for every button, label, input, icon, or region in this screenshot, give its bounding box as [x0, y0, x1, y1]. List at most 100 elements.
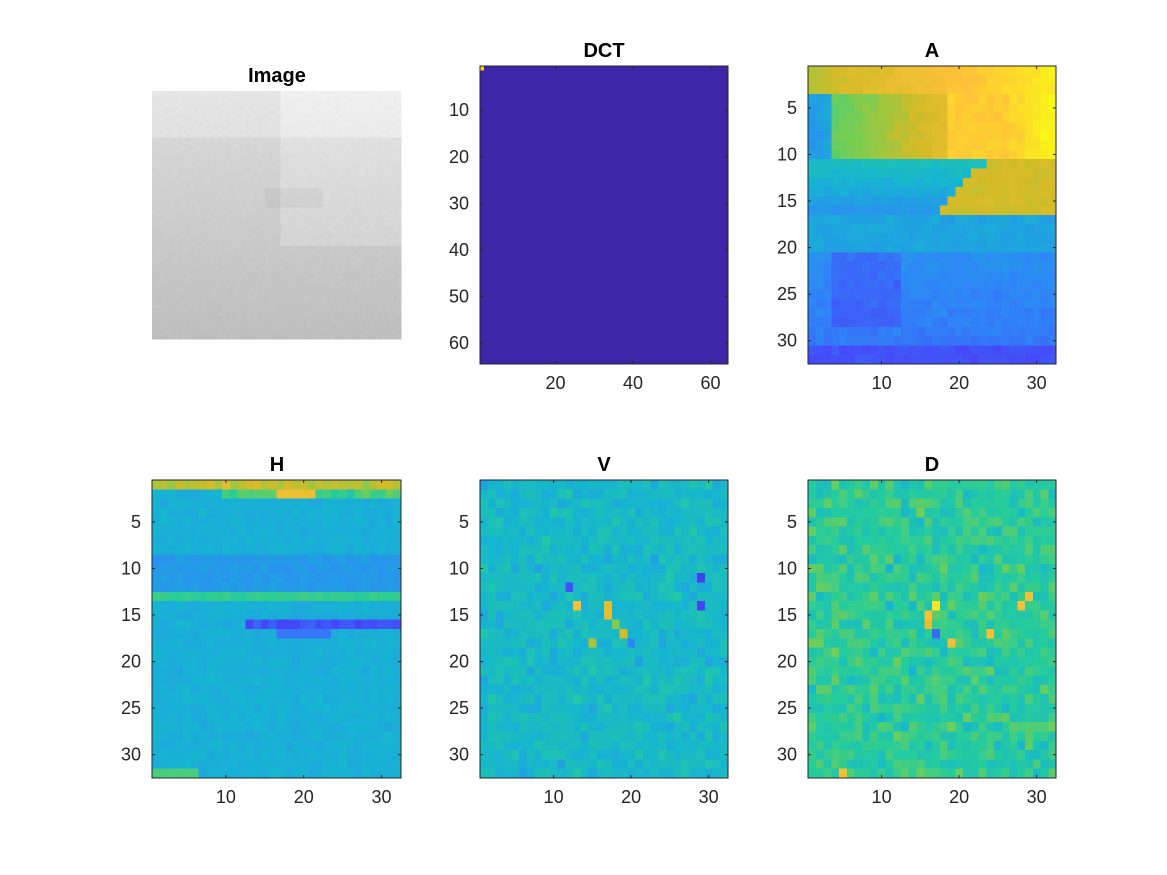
heatmap-cell	[358, 187, 363, 193]
heatmap-cell	[245, 153, 250, 158]
heatmap-cell	[241, 106, 246, 111]
heatmap-cell	[245, 288, 250, 293]
heatmap-cell	[229, 102, 235, 107]
heatmap-cell	[206, 331, 211, 336]
heatmap-cell	[272, 164, 277, 169]
heatmap-cell	[245, 308, 250, 313]
heatmap-cell	[342, 129, 347, 134]
heatmap-cell	[198, 257, 203, 262]
heatmap-cell	[393, 141, 398, 146]
heatmap-cell	[646, 121, 651, 127]
heatmap-cell	[561, 84, 566, 90]
heatmap-cell	[159, 311, 165, 317]
heatmap-cell	[155, 199, 161, 204]
heatmap-cell	[245, 187, 250, 193]
heatmap-cell	[342, 91, 347, 96]
heatmap-cell	[365, 133, 371, 138]
heatmap-cell	[712, 103, 717, 109]
heatmap-cell	[700, 75, 706, 81]
heatmap-cell	[487, 98, 492, 104]
heatmap-cell	[724, 93, 729, 99]
heatmap-cell	[288, 300, 293, 305]
heatmap-cell	[662, 103, 667, 109]
heatmap-cell	[225, 261, 231, 266]
heatmap-cell	[712, 98, 717, 104]
heatmap-cell	[631, 79, 636, 85]
heatmap-cell	[338, 257, 343, 262]
heatmap-cell	[584, 89, 589, 95]
heatmap-cell	[673, 126, 678, 132]
heatmap-cell	[159, 98, 165, 103]
heatmap-cell	[268, 249, 273, 255]
heatmap-cell	[264, 277, 270, 282]
heatmap-cell	[257, 164, 262, 169]
heatmap-cell	[327, 304, 332, 309]
heatmap-cell	[241, 145, 246, 150]
heatmap-cell	[253, 257, 258, 262]
heatmap-cell	[377, 234, 382, 239]
heatmap-cell	[276, 226, 281, 231]
heatmap-cell	[338, 91, 343, 96]
heatmap-cell	[358, 273, 363, 278]
heatmap-cell	[720, 112, 725, 118]
heatmap-cell	[295, 191, 301, 196]
heatmap-cell	[222, 114, 227, 119]
heatmap-cell	[155, 304, 161, 309]
heatmap-cell	[330, 331, 336, 336]
heatmap-cell	[245, 296, 250, 301]
heatmap-cell	[522, 89, 527, 95]
heatmap-cell	[260, 304, 266, 309]
heatmap-cell	[272, 110, 277, 115]
heatmap-cell	[619, 70, 624, 76]
heatmap-cell	[241, 257, 246, 262]
heatmap-cell	[327, 114, 332, 119]
heatmap-cell	[167, 238, 172, 243]
heatmap-cell	[292, 253, 297, 258]
heatmap-cell	[385, 242, 390, 247]
heatmap-cell	[280, 277, 285, 282]
heatmap-cell	[327, 319, 332, 324]
heatmap-cell	[299, 184, 305, 189]
heatmap-cell	[198, 203, 203, 208]
heatmap-cell	[724, 84, 729, 90]
heatmap-cell	[358, 156, 363, 162]
heatmap-cell	[183, 145, 188, 150]
heatmap-cell	[354, 249, 359, 255]
heatmap-cell	[225, 137, 231, 142]
heatmap-cell	[307, 246, 312, 251]
heatmap-cell	[245, 207, 250, 212]
heatmap-cell	[260, 153, 266, 158]
heatmap-cell	[704, 75, 709, 81]
heatmap-cell	[592, 117, 597, 123]
heatmap-cell	[365, 180, 371, 185]
heatmap-cell	[249, 277, 254, 282]
heatmap-cell	[272, 300, 277, 305]
heatmap-cell	[272, 195, 277, 200]
heatmap-cell	[280, 211, 285, 216]
heatmap-cell	[233, 129, 238, 134]
heatmap-cell	[393, 242, 398, 247]
heatmap-cell	[611, 112, 616, 118]
heatmap-cell	[307, 195, 312, 200]
heatmap-cell	[280, 137, 285, 142]
heatmap-cell	[152, 327, 157, 332]
heatmap-cell	[358, 327, 363, 332]
heatmap-cell	[350, 230, 355, 235]
heatmap-cell	[175, 160, 180, 165]
heatmap-cell	[491, 121, 496, 127]
heatmap-cell	[389, 172, 394, 177]
heatmap-cell	[214, 153, 219, 158]
heatmap-cell	[350, 311, 355, 317]
heatmap-cell	[152, 249, 157, 255]
heatmap-cell	[338, 238, 343, 243]
heatmap-cell	[658, 75, 663, 81]
heatmap-cell	[369, 149, 375, 154]
heatmap-cell	[311, 184, 316, 189]
heatmap-cell	[155, 230, 161, 235]
heatmap-cell	[397, 230, 402, 235]
heatmap-cell	[194, 184, 200, 189]
heatmap-cell	[354, 311, 359, 317]
heatmap-cell	[315, 265, 320, 270]
heatmap-cell	[334, 315, 340, 320]
